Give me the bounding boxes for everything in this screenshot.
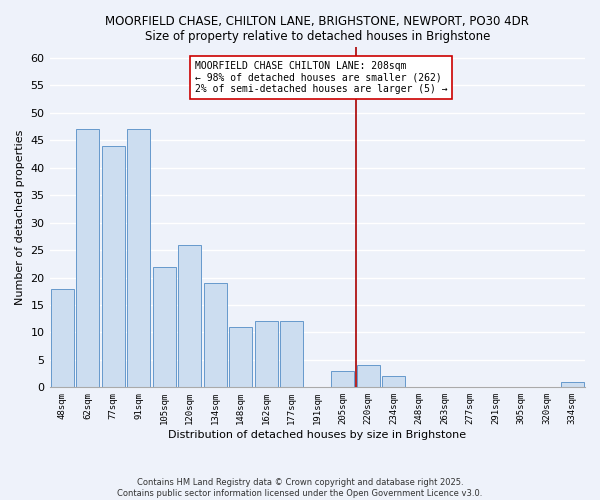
Bar bbox=[178, 244, 201, 388]
Bar bbox=[331, 371, 354, 388]
Bar bbox=[127, 130, 150, 388]
Bar bbox=[280, 322, 303, 388]
Bar bbox=[204, 283, 227, 388]
Bar bbox=[153, 266, 176, 388]
Bar bbox=[229, 327, 252, 388]
Bar bbox=[382, 376, 405, 388]
Bar bbox=[51, 288, 74, 388]
Bar bbox=[357, 366, 380, 388]
Bar bbox=[102, 146, 125, 388]
X-axis label: Distribution of detached houses by size in Brighstone: Distribution of detached houses by size … bbox=[168, 430, 466, 440]
Title: MOORFIELD CHASE, CHILTON LANE, BRIGHSTONE, NEWPORT, PO30 4DR
Size of property re: MOORFIELD CHASE, CHILTON LANE, BRIGHSTON… bbox=[106, 15, 529, 43]
Bar bbox=[561, 382, 584, 388]
Text: MOORFIELD CHASE CHILTON LANE: 208sqm
← 98% of detached houses are smaller (262)
: MOORFIELD CHASE CHILTON LANE: 208sqm ← 9… bbox=[195, 60, 448, 94]
Y-axis label: Number of detached properties: Number of detached properties bbox=[15, 130, 25, 305]
Bar bbox=[76, 130, 99, 388]
Text: Contains HM Land Registry data © Crown copyright and database right 2025.
Contai: Contains HM Land Registry data © Crown c… bbox=[118, 478, 482, 498]
Bar bbox=[255, 322, 278, 388]
